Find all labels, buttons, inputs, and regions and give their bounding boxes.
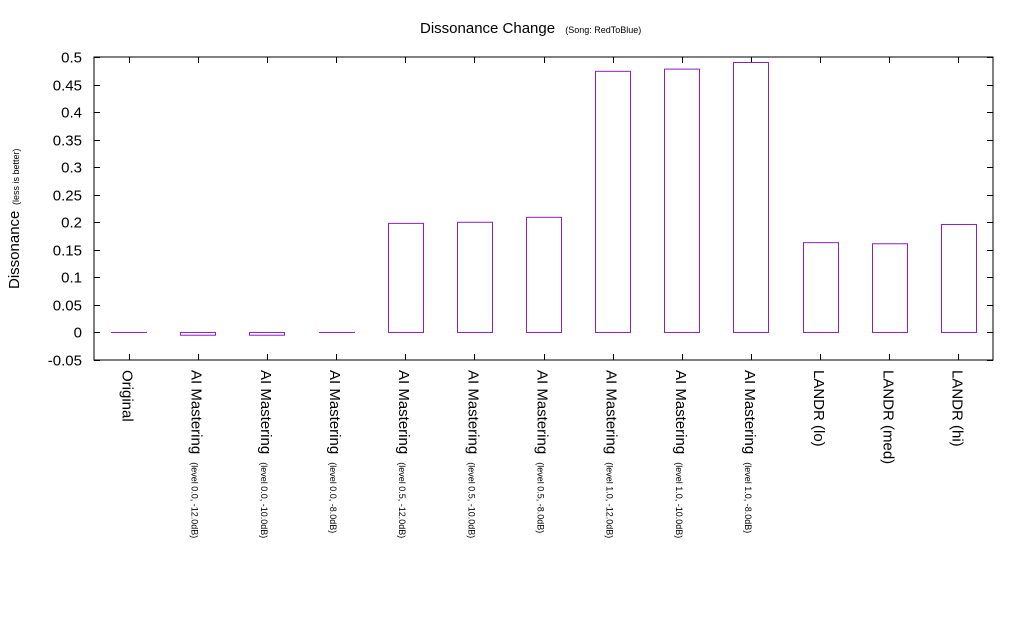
bar [388,222,424,333]
x-label-sub: (level 0.0, -12.0dB) [190,462,200,538]
bar [526,216,562,333]
bar [941,223,977,333]
x-tick-label: LANDR (hi) [948,370,965,447]
y-tick-label: 0.45 [53,78,82,95]
y-tick-label: 0.1 [61,270,82,287]
bar [872,243,908,333]
x-tick-label: AI Mastering (level 0.0, -12.0dB) [188,370,205,538]
x-label-main: LANDR (hi) [948,370,965,447]
x-tick-label: AI Mastering (level 1.0, -12.0dB) [603,370,620,538]
y-axis-title: Dissonance [6,211,23,289]
x-label-sub: (level 0.5, -10.0dB) [466,462,476,538]
x-tick-label: LANDR (lo) [810,370,827,447]
y-tick-label: 0.3 [61,160,82,177]
x-label-main: Original [119,370,136,422]
x-label-sub: (level 0.0, -10.0dB) [259,462,269,538]
y-axis-label: Dissonance (less is better) [6,148,23,289]
y-tick-label: 0.5 [61,50,82,67]
x-label-sub: (level 0.5, -12.0dB) [397,462,407,538]
bar [664,68,700,333]
y-tick-label: 0.4 [61,105,82,122]
x-tick-label: AI Mastering (level 0.5, -12.0dB) [395,370,412,538]
y-tick-label: 0.15 [53,243,82,260]
chart-title: Dissonance Change (Song: RedToBlue) [420,20,641,37]
x-label-main: AI Mastering [603,370,620,454]
y-tick-label: 0 [74,325,82,342]
plot-frame [93,56,994,361]
x-label-sub: (level 1.0, -12.0dB) [605,462,615,538]
bar [595,70,631,333]
x-tick-label: LANDR (med) [879,370,896,464]
x-label-main: AI Mastering [326,370,343,454]
bar [180,331,216,336]
y-axis-note: (less is better) [11,148,21,205]
x-label-main: AI Mastering [534,370,551,454]
y-tick-label: 0.05 [53,298,82,315]
x-tick-label: AI Mastering (level 0.5, -10.0dB) [464,370,481,538]
x-tick-label: AI Mastering (level 1.0, -8.0dB) [741,370,758,533]
bar [457,221,493,333]
x-label-main: AI Mastering [741,370,758,454]
bar [733,62,769,333]
y-tick-label: 0.25 [53,188,82,205]
x-label-sub: (level 0.5, -8.0dB) [536,462,546,533]
x-label-main: LANDR (med) [879,370,896,464]
x-tick-label: AI Mastering (level 1.0, -10.0dB) [672,370,689,538]
x-label-main: AI Mastering [672,370,689,454]
x-tick-label: AI Mastering (level 0.0, -8.0dB) [326,370,343,533]
plot-area: -0.05 0 0.05 0.1 0.15 0.2 0.25 0.3 0.35 0.4 0.45 0.… [48,50,994,538]
x-label-main: LANDR (lo) [810,370,827,447]
x-label-main: AI Mastering [464,370,481,454]
x-label-main: AI Mastering [257,370,274,454]
x-label-main: AI Mastering [395,370,412,454]
x-label-sub: (level 0.0, -8.0dB) [328,462,338,533]
y-tick-label: -0.05 [48,353,82,370]
y-tick-label: 0.35 [53,133,82,150]
chart-subtitle: (Song: RedToBlue) [565,25,641,35]
x-tick-label: Original [119,370,136,422]
x-label-main: AI Mastering [188,370,205,454]
x-label-sub: (level 1.0, -8.0dB) [743,462,753,533]
y-tick-label: 0.2 [61,215,82,232]
x-label-sub: (level 1.0, -10.0dB) [674,462,684,538]
x-tick-label: AI Mastering (level 0.5, -8.0dB) [534,370,551,533]
bar [249,331,285,336]
x-tick-label: AI Mastering (level 0.0, -10.0dB) [257,370,274,538]
bar [803,242,839,333]
chart-title-main: Dissonance Change [420,20,555,37]
